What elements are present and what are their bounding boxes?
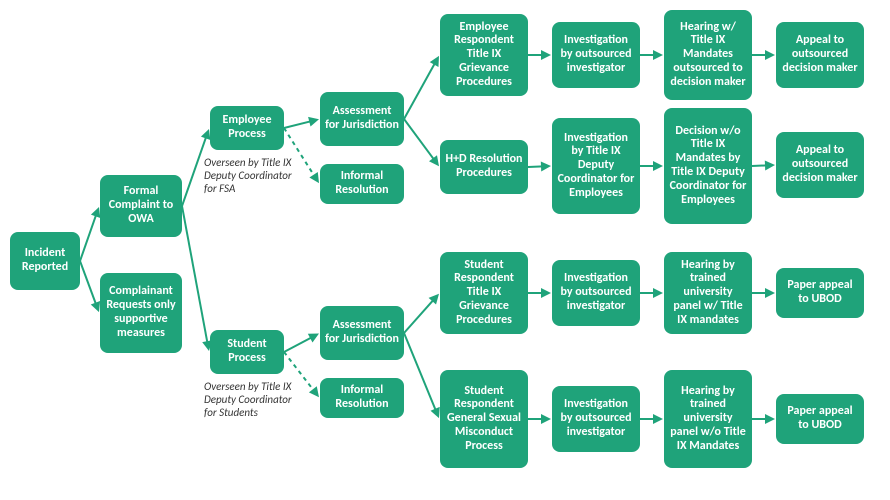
edge-formal-emp_process (182, 136, 206, 206)
edge-hd_proc-inv_dep_emp (528, 166, 543, 167)
arrowhead-emp_t9_proc-inv_out_1 (541, 50, 551, 60)
edge-emp_process-emp_assess (284, 121, 311, 128)
node-appeal_ubod_2: Paper appeal to UBOD (776, 394, 864, 444)
node-appeal_ubod_1: Paper appeal to UBOD (776, 268, 864, 318)
node-hear_panel_t9: Hearing by trained university panel w/ T… (664, 252, 752, 334)
node-emp_informal: Informal Resolution (320, 164, 404, 204)
edge-dec_dep_emp-appeal_out_2 (752, 165, 767, 166)
node-emp_process: Employee Process (210, 106, 284, 150)
arrowhead-inv_out_1-hear_t9_out (653, 50, 663, 60)
arrowhead-stu_t9_proc-inv_out_3 (541, 288, 551, 298)
node-supportive: Complainant Requests only supportive mea… (100, 273, 182, 353)
node-stu_assess: Assessment for Jurisdiction (320, 306, 404, 360)
arrowhead-inv_out_3-hear_panel_t9 (653, 288, 663, 298)
caption-cap_stu: Overseen by Title IX Deputy Coordinator … (204, 380, 304, 420)
edge-emp_assess-emp_t9_proc (404, 63, 435, 119)
node-appeal_out_1: Appeal to outsourced decision maker (776, 22, 864, 88)
arrowhead-stu_process-stu_informal (309, 386, 319, 397)
edge-stu_process-stu_assess (284, 337, 312, 352)
arrowhead-emp_process-emp_assess (308, 117, 319, 127)
node-inv_out_3: Investigation by outsourced investigator (552, 260, 640, 326)
edge-emp_assess-hd_proc (404, 119, 434, 160)
node-stu_t9_proc: Student Respondent Title IX Grievance Pr… (440, 252, 528, 334)
arrowhead-inv_dep_emp-dec_dep_emp (653, 161, 663, 171)
arrowhead-hear_panel_t9-appeal_ubod_1 (765, 288, 775, 298)
edge-stu_assess-stu_t9_proc (404, 300, 434, 333)
node-appeal_out_2: Appeal to outsourced decision maker (776, 132, 864, 198)
node-inv_out_1: Investigation by outsourced investigator (552, 22, 640, 88)
arrowhead-dec_dep_emp-appeal_out_2 (765, 160, 775, 170)
node-stu_informal: Informal Resolution (320, 378, 404, 418)
node-hear_panel_no: Hearing by trained university panel w/o … (664, 370, 752, 468)
edge-incident-supportive (80, 261, 96, 305)
edge-formal-stu_process (182, 206, 207, 343)
node-hear_t9_out: Hearing w/ Title IX Mandates outsourced … (664, 10, 752, 100)
edge-stu_assess-stu_gen_proc (404, 333, 436, 411)
node-hd_proc: H+D Resolution Procedures (440, 140, 528, 194)
node-stu_gen_proc: Student Respondent General Sexual Miscon… (440, 370, 528, 468)
node-dec_dep_emp: Decision w/o Title IX Mandates by Title … (664, 108, 752, 224)
arrowhead-stu_gen_proc-inv_out_4 (541, 414, 551, 424)
arrowhead-hear_t9_out-appeal_out_1 (765, 50, 775, 60)
node-formal: Formal Complaint to OWA (100, 175, 182, 237)
arrowhead-hear_panel_no-appeal_ubod_2 (765, 414, 775, 424)
edge-incident-formal (80, 214, 96, 261)
arrowhead-hd_proc-inv_dep_emp (541, 161, 551, 171)
node-emp_assess: Assessment for Jurisdiction (320, 92, 404, 146)
node-incident: Incident Reported (10, 232, 80, 290)
node-inv_out_4: Investigation by outsourced investigator (552, 386, 640, 452)
caption-cap_emp: Overseen by Title IX Deputy Coordinator … (204, 156, 304, 196)
node-emp_t9_proc: Employee Respondent Title IX Grievance P… (440, 14, 528, 96)
arrowhead-emp_assess-hd_proc (429, 155, 439, 166)
arrowhead-emp_process-emp_informal (309, 172, 319, 183)
arrowhead-inv_out_4-hear_panel_no (653, 414, 663, 424)
node-inv_dep_emp: Investigation by Title IX Deputy Coordin… (552, 118, 640, 214)
node-stu_process: Student Process (210, 330, 284, 374)
